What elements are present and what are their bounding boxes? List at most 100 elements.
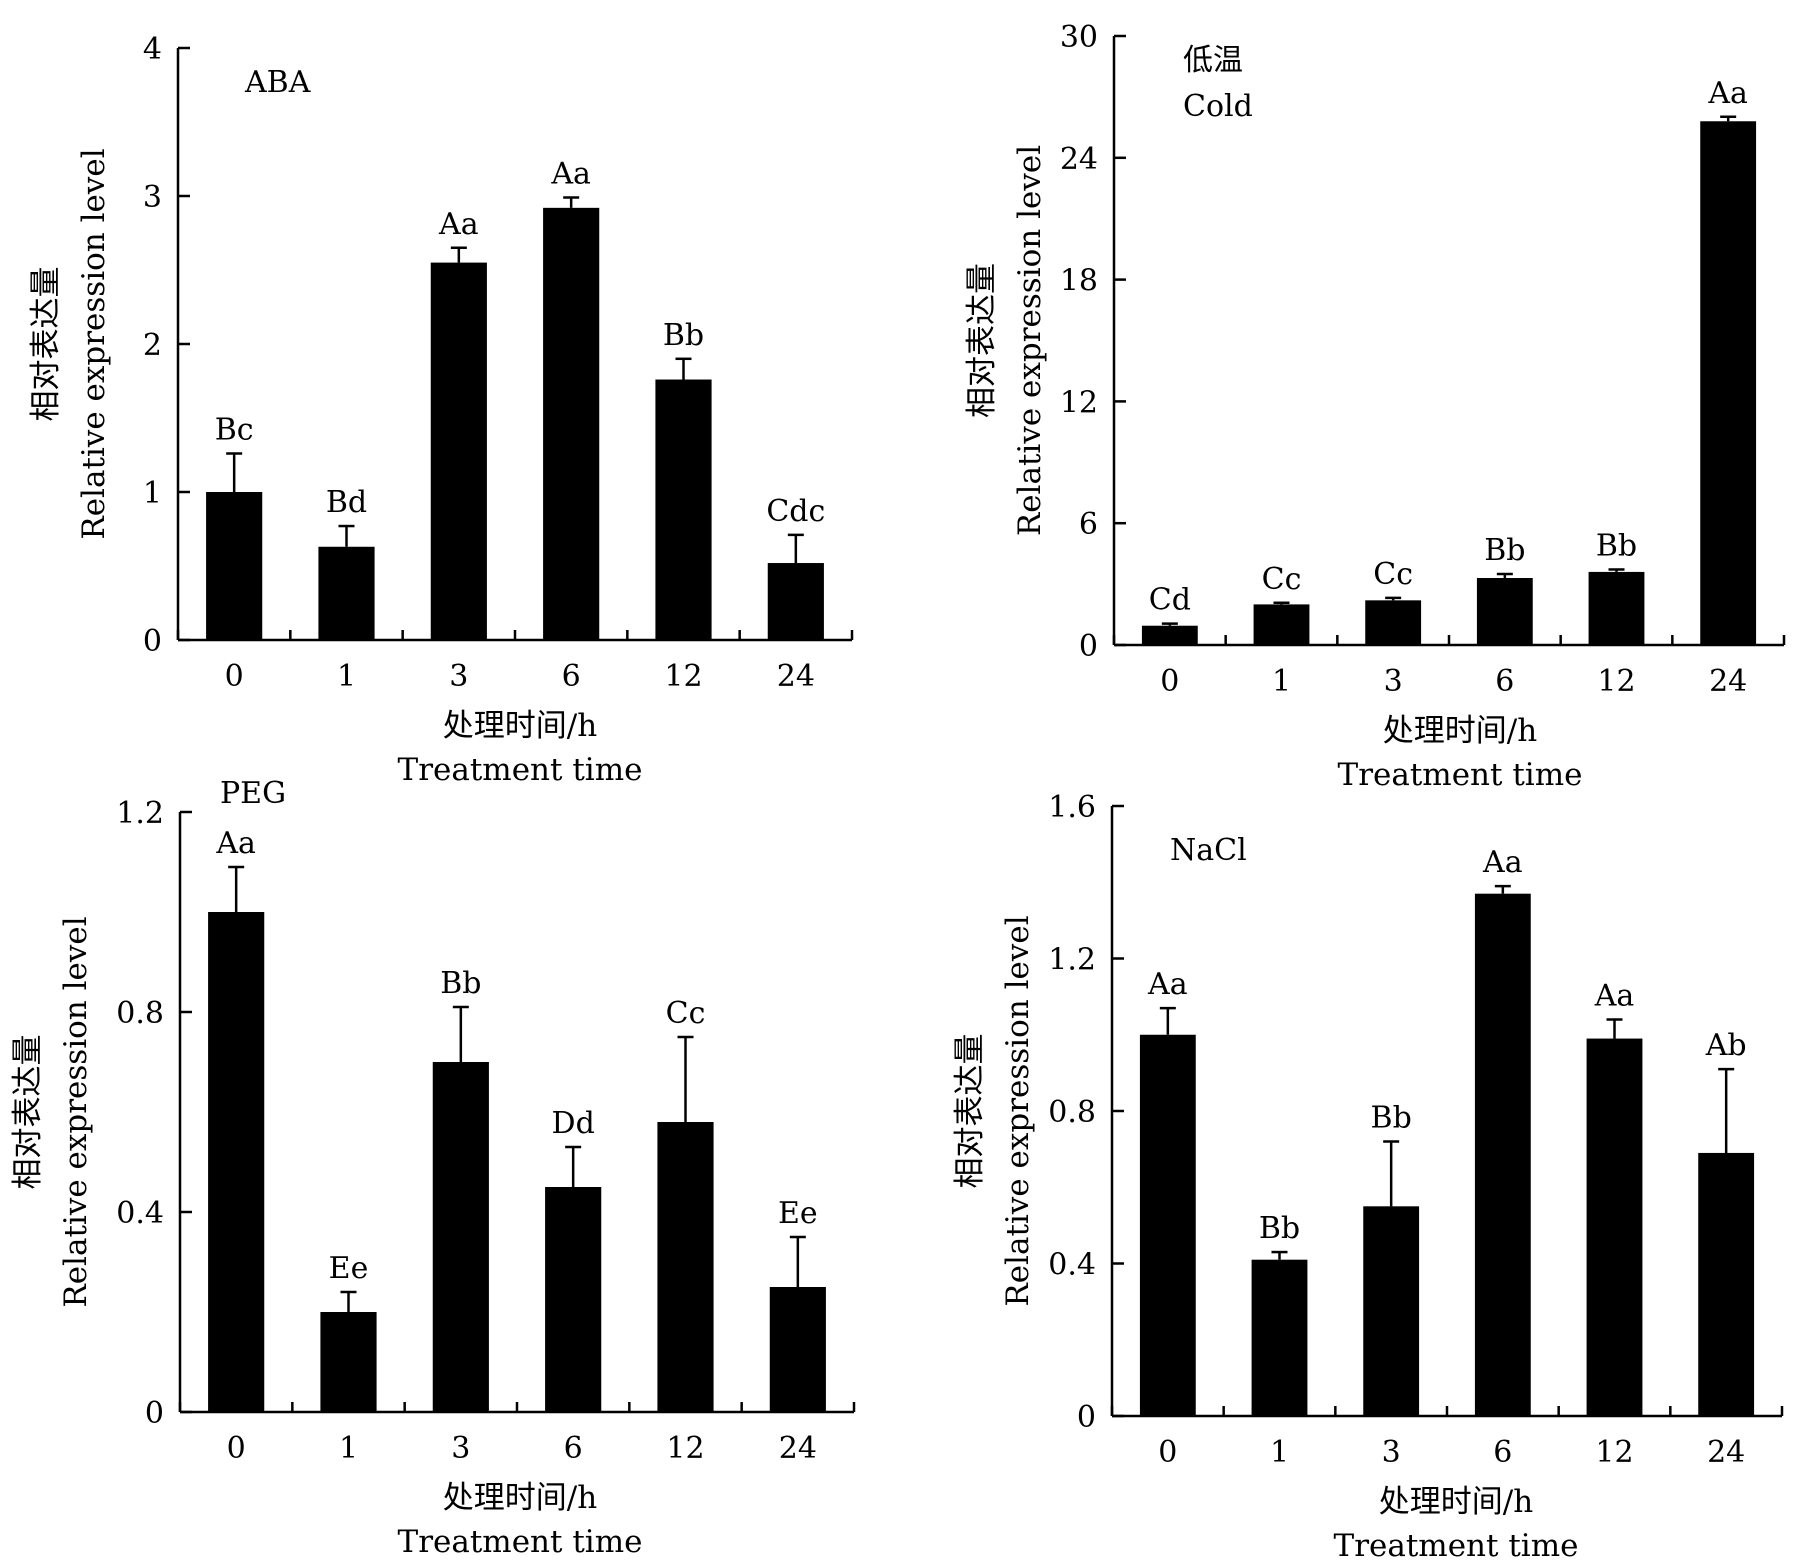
y-tick-label: 0 [1077, 1400, 1096, 1435]
y-axis-title-cn: 相对表达量 [28, 267, 64, 422]
y-tick-label: 1.2 [1048, 943, 1096, 978]
bar [1141, 625, 1198, 645]
significance-letter: Aa [1707, 76, 1748, 111]
x-tick-label: 24 [779, 1431, 817, 1466]
x-tick-label: 1 [339, 1431, 358, 1466]
x-tick-label: 1 [337, 659, 356, 694]
bar [430, 262, 487, 640]
bar [769, 1287, 826, 1412]
x-tick-label: 24 [1707, 1435, 1745, 1470]
significance-letter: Bb [440, 966, 481, 1001]
panel-label: NaCl [1170, 833, 1247, 868]
bar [1586, 1038, 1643, 1416]
bar [543, 207, 600, 640]
significance-letter: Dd [552, 1106, 595, 1141]
y-axis-title-en: Relative expression level [76, 148, 112, 539]
x-tick-label: 3 [451, 1431, 470, 1466]
bar [432, 1062, 489, 1412]
significance-letter: Bb [1259, 1211, 1300, 1246]
y-tick-label: 0.4 [116, 1196, 164, 1231]
x-tick-label: 0 [1160, 664, 1179, 699]
significance-letter: Cc [666, 996, 706, 1031]
bar [1365, 600, 1422, 645]
significance-letter: Bb [663, 318, 704, 353]
significance-letter: Aa [1147, 967, 1188, 1002]
x-tick-label: 12 [1597, 664, 1635, 699]
y-tick-label: 6 [1079, 507, 1098, 542]
bar [320, 1312, 377, 1412]
bar [1253, 604, 1310, 645]
significance-letter: Bb [1596, 528, 1637, 563]
x-axis-title-en: Treatment time [1338, 757, 1583, 793]
chart-panel-4: 0 0.4 0.8 1.2 1.6 Aa 0 Bb 1 Bb 3 Aa 6 Aa 12 Ab 24 NaCl 处理时… [952, 790, 1784, 1564]
y-tick-label: 0.4 [1048, 1248, 1096, 1283]
significance-letter: Ee [778, 1196, 818, 1231]
y-tick-label: 18 [1060, 264, 1098, 299]
panel-label: 低温 [1183, 43, 1243, 78]
y-tick-label: 30 [1060, 20, 1098, 55]
y-tick-label: 3 [143, 180, 162, 215]
x-tick-label: 6 [564, 1431, 583, 1466]
x-tick-label: 3 [1384, 664, 1403, 699]
significance-letter: Cc [1373, 557, 1413, 592]
significance-letter: Cd [1149, 583, 1191, 618]
bar [655, 379, 712, 640]
y-axis-title-en: Relative expression level [1000, 915, 1036, 1306]
x-tick-label: 6 [1493, 1435, 1512, 1470]
x-tick-label: 0 [227, 1431, 246, 1466]
x-axis-title-en: Treatment time [398, 752, 643, 788]
panel-label: Cold [1183, 89, 1253, 124]
x-tick-label: 12 [1595, 1435, 1633, 1470]
x-axis-title-cn: 处理时间/h [443, 708, 597, 744]
x-axis-title-cn: 处理时间/h [1383, 713, 1537, 749]
bar [1700, 121, 1757, 645]
significance-letter: Bb [1484, 533, 1525, 568]
x-axis-title-en: Treatment time [398, 1524, 643, 1560]
bar [1363, 1206, 1420, 1416]
y-tick-label: 1 [143, 476, 162, 511]
bar [318, 546, 375, 640]
x-tick-label: 12 [666, 1431, 704, 1466]
y-axis-title-en: Relative expression level [1012, 145, 1048, 536]
y-tick-label: 0.8 [1048, 1095, 1096, 1130]
bar [545, 1187, 602, 1412]
y-tick-label: 4 [143, 32, 162, 67]
significance-letter: Aa [215, 826, 256, 861]
y-tick-label: 12 [1060, 385, 1098, 420]
y-axis-title-cn: 相对表达量 [964, 263, 1000, 418]
y-axis-title-en: Relative expression level [58, 916, 94, 1307]
x-tick-label: 0 [1158, 1435, 1177, 1470]
y-tick-label: 24 [1060, 142, 1098, 177]
significance-letter: Ee [329, 1251, 369, 1286]
y-tick-label: 1.6 [1048, 790, 1096, 825]
bar [1588, 571, 1645, 645]
significance-letter: Bc [215, 413, 254, 448]
significance-letter: Aa [1594, 979, 1635, 1014]
bar [767, 563, 824, 640]
significance-letter: Cc [1262, 562, 1302, 597]
x-tick-label: 3 [1382, 1435, 1401, 1470]
x-tick-label: 3 [449, 659, 468, 694]
significance-letter: Bb [1371, 1101, 1412, 1136]
bar [1698, 1152, 1755, 1416]
significance-letter: Aa [550, 156, 591, 191]
x-tick-label: 1 [1270, 1435, 1289, 1470]
significance-letter: Aa [438, 207, 479, 242]
y-tick-label: 0 [143, 624, 162, 659]
chart-panel-1: 01234Bc0Bd1Aa3Aa6Bb12Cdc24ABA处理时间/hTreat… [28, 32, 854, 788]
significance-letter: Aa [1482, 845, 1523, 880]
bar [206, 492, 263, 640]
y-axis-title-cn: 相对表达量 [952, 1034, 988, 1189]
panel-label: ABA [244, 65, 311, 100]
bar [1139, 1034, 1196, 1416]
x-tick-label: 0 [225, 659, 244, 694]
x-tick-label: 24 [777, 659, 815, 694]
bar [1251, 1259, 1308, 1416]
x-axis-title-en: Treatment time [1334, 1528, 1579, 1564]
x-tick-label: 6 [562, 659, 581, 694]
y-tick-label: 2 [143, 328, 162, 363]
x-tick-label: 1 [1272, 664, 1291, 699]
y-tick-label: 0.8 [116, 996, 164, 1031]
significance-letter: Ab [1705, 1028, 1747, 1063]
x-tick-label: 6 [1495, 664, 1514, 699]
